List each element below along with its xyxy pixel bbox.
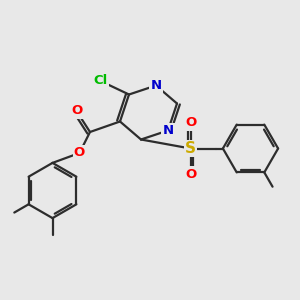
- Text: S: S: [185, 141, 196, 156]
- Text: N: N: [162, 124, 174, 137]
- Text: O: O: [71, 104, 82, 118]
- Text: O: O: [185, 116, 196, 130]
- Text: N: N: [150, 79, 162, 92]
- Text: O: O: [74, 146, 85, 160]
- Text: O: O: [185, 167, 196, 181]
- Text: Cl: Cl: [93, 74, 108, 88]
